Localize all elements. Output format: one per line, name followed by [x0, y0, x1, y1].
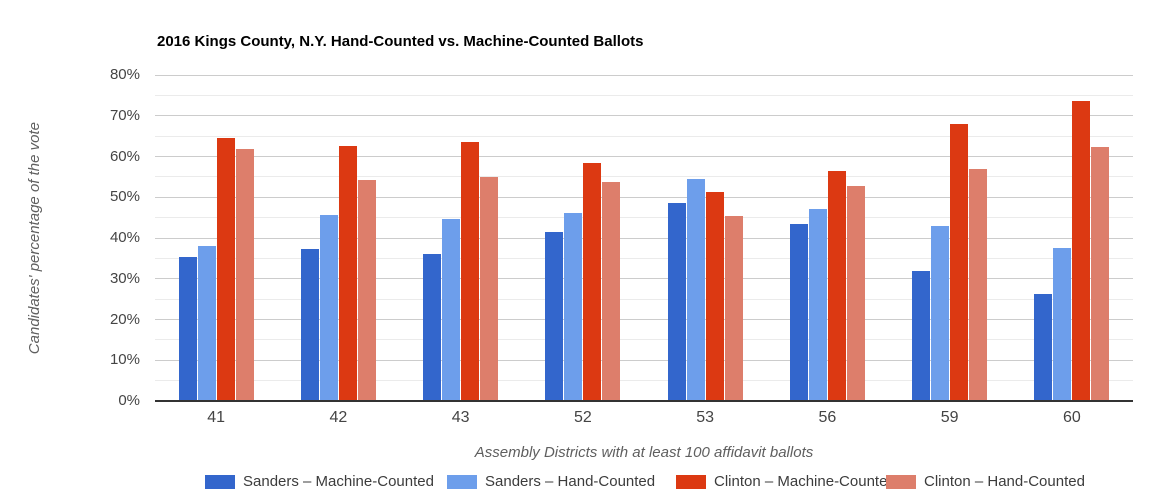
y-tick-label: 70%: [109, 106, 140, 124]
x-axis-line: [155, 400, 1133, 402]
bar-56-series2[interactable]: [827, 171, 846, 401]
bar-43-series0[interactable]: [423, 254, 442, 401]
bar-56-series1[interactable]: [808, 209, 827, 401]
gridline-minor: [155, 298, 1133, 300]
gridline-minor: [155, 380, 1133, 382]
bar-60-series1[interactable]: [1053, 248, 1072, 401]
bar-42-series3[interactable]: [357, 180, 376, 401]
bar-42-series0[interactable]: [300, 249, 319, 401]
bar-41-series2[interactable]: [216, 138, 235, 401]
bar-41-series0[interactable]: [178, 256, 197, 401]
x-tick-label: 60: [1062, 409, 1081, 426]
gridline-minor: [155, 94, 1133, 96]
bar-41-series1[interactable]: [197, 246, 216, 401]
y-tick-label: 50%: [109, 188, 140, 206]
y-tick-label: 80%: [109, 66, 140, 83]
x-tick-label: 41: [207, 409, 226, 426]
y-tick-label: 10%: [109, 351, 140, 369]
gridline-minor: [155, 217, 1133, 219]
y-tick-label: 40%: [109, 229, 140, 246]
gridline-major: [155, 74, 1133, 76]
gridline-minor: [155, 257, 1133, 259]
bar-56-series0[interactable]: [789, 223, 808, 401]
legend-label: Clinton – Machine-Counted: [714, 473, 896, 490]
bar-53-series3[interactable]: [724, 215, 743, 401]
bar-52-series0[interactable]: [545, 231, 564, 401]
bar-42-series1[interactable]: [319, 214, 338, 401]
bar-43-series3[interactable]: [480, 176, 499, 401]
bar-43-series1[interactable]: [442, 218, 461, 401]
gridline-minor: [155, 176, 1133, 178]
bar-53-series1[interactable]: [686, 179, 705, 401]
y-axis-title: Candidates' percentage of the vote: [25, 121, 43, 355]
bar-42-series2[interactable]: [338, 145, 357, 401]
bar-52-series3[interactable]: [602, 181, 621, 401]
bar-60-series0[interactable]: [1034, 294, 1053, 401]
bar-43-series2[interactable]: [461, 142, 480, 401]
x-tick-label: 59: [940, 409, 959, 426]
y-tick-label: 0%: [118, 392, 140, 409]
bar-59-series0[interactable]: [912, 271, 931, 401]
bar-59-series2[interactable]: [950, 123, 969, 401]
x-axis-title: Assembly Districts with at least 100 aff…: [474, 444, 814, 461]
gridline-major: [155, 278, 1133, 280]
x-tick-label: 43: [451, 409, 470, 426]
y-tick-label: 30%: [109, 269, 140, 287]
legend-swatch: [676, 475, 706, 489]
gridline-major: [155, 156, 1133, 157]
legend-label: Sanders – Hand-Counted: [485, 473, 656, 490]
legend-swatch: [205, 475, 235, 489]
bar-52-series1[interactable]: [564, 213, 583, 401]
bar-59-series1[interactable]: [931, 226, 950, 401]
x-tick-label: 56: [818, 409, 837, 426]
legend-label: Sanders – Machine-Counted: [243, 473, 434, 490]
gridline-minor: [155, 339, 1133, 341]
chart-title: 2016 Kings County, N.Y. Hand-Counted vs.…: [157, 33, 644, 50]
legend-swatch: [447, 475, 477, 489]
gridline-minor: [155, 135, 1133, 137]
bar-52-series2[interactable]: [583, 163, 602, 401]
bar-60-series3[interactable]: [1091, 147, 1110, 401]
bar-53-series0[interactable]: [667, 202, 686, 401]
bar-53-series2[interactable]: [705, 191, 724, 401]
bar-60-series2[interactable]: [1072, 101, 1091, 401]
x-tick-label: 52: [573, 409, 592, 426]
bar-41-series3[interactable]: [235, 149, 254, 401]
legend-swatch: [886, 475, 916, 489]
gridline-major: [155, 237, 1133, 239]
gridline-major: [155, 319, 1133, 320]
gridline-major: [155, 359, 1133, 361]
x-tick-label: 53: [696, 409, 715, 426]
bar-59-series3[interactable]: [969, 169, 988, 401]
y-tick-label: 20%: [109, 310, 140, 328]
gridline-major: [155, 115, 1133, 117]
gridline-major: [155, 196, 1133, 198]
legend-label: Clinton – Hand-Counted: [924, 473, 1085, 490]
x-tick-label: 42: [329, 409, 348, 426]
bar-56-series3[interactable]: [846, 185, 865, 401]
y-tick-label: 60%: [109, 147, 140, 165]
